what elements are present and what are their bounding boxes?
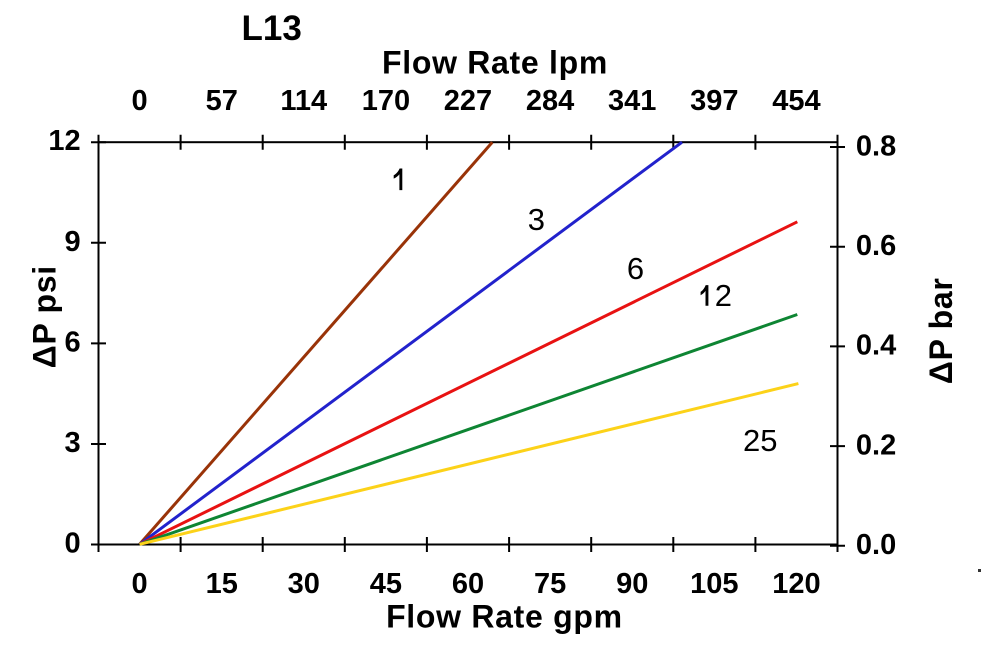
svg-text:0.2: 0.2: [856, 429, 896, 461]
svg-text:57: 57: [206, 85, 238, 117]
svg-text:0.0: 0.0: [856, 529, 896, 561]
svg-text:90: 90: [616, 568, 648, 600]
svg-text:Flow Rate lpm: Flow Rate lpm: [382, 44, 608, 80]
svg-text:3: 3: [528, 202, 545, 237]
svg-text:341: 341: [608, 85, 656, 117]
svg-text:75: 75: [534, 568, 566, 600]
svg-text:3: 3: [64, 427, 80, 459]
svg-text:6: 6: [64, 327, 80, 359]
svg-text:397: 397: [690, 85, 738, 117]
svg-text:0: 0: [132, 85, 148, 117]
svg-text:15: 15: [206, 568, 238, 600]
svg-text:9: 9: [64, 226, 80, 258]
svg-text:2: 2: [715, 278, 732, 313]
svg-text:12: 12: [48, 125, 80, 157]
svg-text:L13: L13: [242, 9, 302, 48]
svg-text:170: 170: [362, 85, 410, 117]
svg-text:ΔP psi: ΔP psi: [27, 265, 63, 368]
svg-text:0.8: 0.8: [856, 130, 896, 162]
svg-text:114: 114: [280, 85, 327, 117]
svg-text:0: 0: [132, 568, 148, 600]
svg-text:0: 0: [64, 528, 80, 560]
svg-text:6: 6: [627, 251, 644, 286]
svg-text:Flow Rate gpm: Flow Rate gpm: [386, 598, 623, 634]
svg-text:60: 60: [452, 568, 484, 600]
svg-text:0.4: 0.4: [856, 330, 896, 362]
svg-text:105: 105: [690, 568, 738, 600]
svg-text:45: 45: [370, 568, 402, 600]
svg-text:454: 454: [772, 85, 820, 117]
svg-text:0.6: 0.6: [856, 230, 896, 262]
svg-text:284: 284: [526, 85, 574, 117]
svg-text:120: 120: [772, 568, 820, 600]
svg-text:227: 227: [444, 85, 492, 117]
svg-text:25: 25: [743, 423, 777, 458]
svg-text:ΔP bar: ΔP bar: [923, 277, 959, 384]
svg-text:30: 30: [288, 568, 320, 600]
